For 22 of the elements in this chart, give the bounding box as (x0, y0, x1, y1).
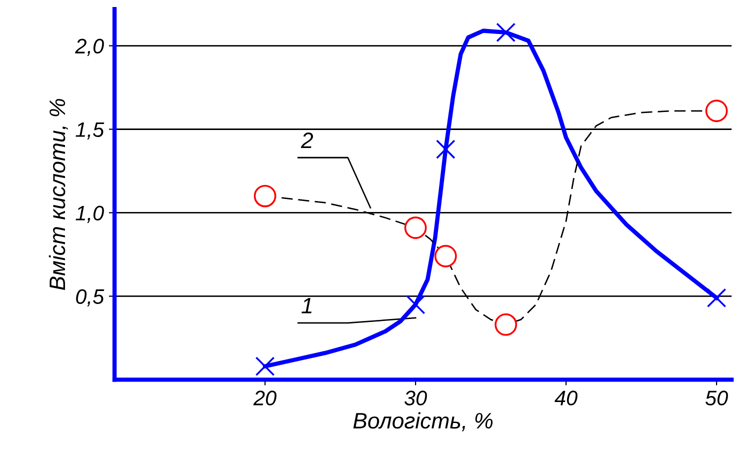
point (436, 140, 456, 159)
x-axis-title: Вологість, % (353, 412, 493, 432)
y-tick-label: 1,5 (76, 122, 104, 140)
point (254, 184, 276, 208)
point (706, 288, 726, 308)
x-tick-label: 50 (705, 390, 728, 406)
point (705, 100, 728, 122)
point (494, 313, 518, 336)
y-tick-label: 0,5 (76, 289, 104, 306)
point (434, 244, 457, 268)
point (404, 216, 427, 239)
point (255, 356, 275, 376)
x-tick-label: 40 (554, 390, 578, 406)
y-axis-title: Вміст кислоти, % (48, 99, 68, 290)
y-tick-label: 2,0 (75, 38, 104, 56)
point (496, 22, 516, 42)
x-tick-label: 20 (253, 390, 276, 406)
text: 2 (300, 132, 314, 148)
series-label: 1 (302, 298, 312, 314)
x-tick-label: 30 (404, 390, 427, 406)
point (406, 294, 426, 314)
y-tick-label: 1,0 (76, 206, 104, 223)
